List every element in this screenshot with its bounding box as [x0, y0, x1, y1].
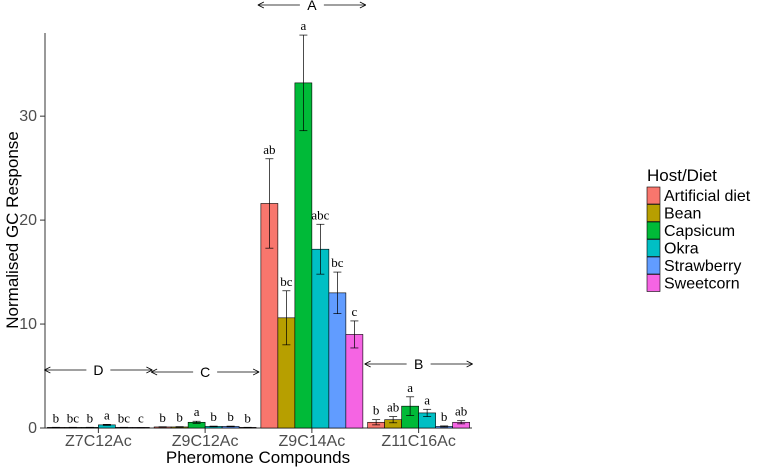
arrowhead-right — [359, 1, 367, 9]
group-letter: D — [93, 362, 103, 378]
legend-title: Host/Diet — [647, 166, 717, 185]
legend-swatch — [646, 256, 661, 275]
group-letter: A — [307, 0, 317, 13]
significance-letter: b — [87, 410, 94, 425]
legend-label: Okra — [664, 241, 699, 258]
significance-letter: abc — [311, 207, 329, 222]
significance-letter: b — [373, 403, 380, 418]
significance-letter: bc — [118, 410, 131, 425]
legend-swatch — [646, 274, 661, 292]
y-axis-title: Normalised GC Response — [3, 131, 22, 328]
y-tick-label: 30 — [19, 108, 37, 125]
x-tick-label: Z7C12Ac — [65, 433, 132, 450]
group-letter: B — [414, 356, 423, 372]
legend-label: Bean — [664, 206, 701, 223]
bars — [47, 82, 470, 429]
significance-letter: a — [300, 18, 306, 33]
arrowhead-right — [466, 360, 473, 368]
group-letter: C — [200, 364, 210, 380]
y-ticks: 0 10 20 30 — [19, 108, 45, 437]
legend: Host/Diet Artificial dietBeanCapsicumOkr… — [646, 166, 751, 293]
bar — [345, 334, 364, 429]
x-tick-label: Z11C16Ac — [381, 433, 455, 450]
significance-letter: a — [194, 404, 200, 419]
legend-label: Artificial diet — [664, 188, 751, 205]
significance-letter: bc — [280, 274, 293, 289]
arrowhead-left — [44, 366, 51, 374]
significance-letter: a — [407, 380, 413, 395]
legend-swatch — [646, 221, 661, 240]
significance-letter: b — [159, 410, 166, 425]
legend-swatch — [646, 186, 661, 205]
bar — [311, 248, 330, 429]
x-tick-label: Z9C14Ac — [279, 433, 346, 450]
significance-letter: b — [176, 410, 183, 425]
legend-label: Strawberry — [664, 258, 741, 275]
axes — [44, 33, 472, 429]
significance-letter: ab — [263, 142, 275, 157]
arrowhead-left — [364, 360, 371, 368]
legend-swatch — [646, 239, 661, 257]
arrowhead-left — [257, 1, 265, 9]
error-bars — [51, 34, 466, 429]
significance-letter: bc — [67, 410, 80, 425]
y-tick-label: 10 — [19, 316, 37, 333]
y-tick-label: 0 — [28, 420, 37, 437]
significance-letter: bc — [331, 255, 344, 270]
x-tick-label: Z9C12Ac — [172, 433, 239, 450]
group-annotations: D C A B — [44, 0, 473, 380]
significance-letter: a — [424, 392, 430, 407]
significance-letter: ab — [455, 404, 467, 419]
bar — [294, 82, 313, 429]
x-ticks: Z7C12Ac Z9C12Ac Z9C14Ac Z11C16Ac — [65, 428, 456, 450]
significance-letter: b — [227, 409, 234, 424]
significance-letter: b — [210, 409, 217, 424]
significance-letter: b — [441, 409, 448, 424]
legend-swatch — [646, 204, 661, 222]
significance-letter: c — [138, 411, 144, 426]
significance-letter: ab — [387, 400, 399, 415]
legend-label: Sweetcorn — [664, 276, 740, 293]
y-tick-label: 20 — [19, 212, 37, 229]
significance-letter: c — [351, 304, 357, 319]
arrowhead-left — [150, 368, 158, 376]
x-axis-title: Pheromone Compounds — [166, 448, 350, 467]
significance-letter: b — [53, 410, 60, 425]
legend-label: Capsicum — [664, 223, 735, 240]
arrowhead-right — [252, 368, 260, 376]
significance-letter: a — [104, 407, 110, 422]
arrowhead-right — [146, 366, 153, 374]
significance-letter: b — [244, 410, 251, 425]
